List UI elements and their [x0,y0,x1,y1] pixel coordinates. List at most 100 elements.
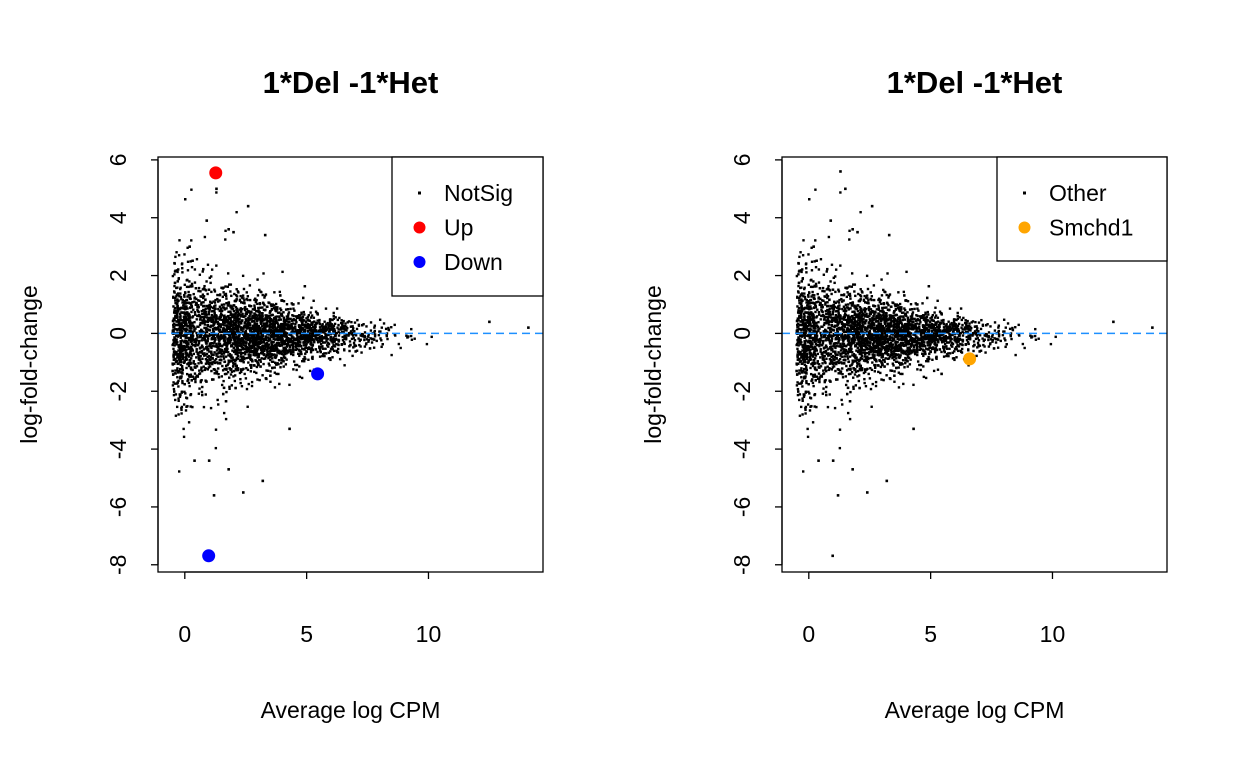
cloud-point [179,331,181,333]
cloud-point [225,297,227,299]
cloud-point [988,336,990,338]
cloud-point [186,342,188,344]
cloud-point [183,383,185,385]
cloud-point [248,383,250,385]
cloud-point [344,335,346,337]
cloud-point [214,307,216,309]
cloud-point [216,349,218,351]
cloud-point [358,325,360,327]
cloud-point [256,366,258,368]
cloud-point [219,358,221,360]
cloud-point [252,340,254,342]
cloud-point [284,347,286,349]
cloud-point [234,387,236,389]
cloud-point [277,329,279,331]
cloud-point [184,198,186,200]
cloud-point [185,299,187,301]
cloud-point [243,340,245,342]
cloud-point [213,289,215,291]
cloud-point [211,268,213,270]
cloud-point [815,266,817,268]
cloud-point [829,305,831,307]
cloud-point [896,361,898,363]
cloud-point [953,350,955,352]
cloud-point [356,319,358,321]
cloud-point [243,299,245,301]
cloud-point [275,308,277,310]
cloud-point [283,356,285,358]
cloud-point [310,342,312,344]
cloud-point [313,317,315,319]
cloud-point [206,356,208,358]
cloud-point [224,238,226,240]
y-tick-label: -8 [105,555,131,575]
cloud-point [394,334,396,336]
cloud-point [215,447,217,449]
cloud-point [265,344,267,346]
cloud-point [184,339,186,341]
cloud-point [937,317,939,319]
cloud-point [218,299,220,301]
cloud-point [192,315,194,317]
cloud-point [177,278,179,280]
cloud-point [269,370,271,372]
cloud-point [262,328,264,330]
cloud-point [203,285,205,287]
cloud-point [188,374,190,376]
cloud-point [297,302,299,304]
cloud-point [179,334,181,336]
cloud-point [998,335,1000,337]
cloud-point [213,313,215,315]
cloud-point [203,305,205,307]
cloud-point [238,349,240,351]
cloud-point [180,361,182,363]
cloud-point [276,342,278,344]
point-notsig [227,228,230,231]
cloud-point [206,328,208,330]
cloud-point [246,388,248,390]
cloud-point [919,369,921,371]
cloud-point [253,364,255,366]
cloud-point [191,369,193,371]
cloud-point [296,348,298,350]
cloud-point [847,357,849,359]
cloud-point [273,330,275,332]
cloud-point [175,251,177,253]
cloud-point [219,331,221,333]
cloud-point [208,304,210,306]
cloud-point [933,311,935,313]
cloud-point [193,339,195,341]
cloud-point [796,330,798,332]
cloud-point [278,383,280,385]
cloud-point [254,317,256,319]
cloud-point [190,239,192,241]
cloud-point [179,288,181,290]
cloud-point [363,339,365,341]
cloud-point [249,347,251,349]
cloud-point [817,321,819,323]
cloud-point [242,294,244,296]
y-tick-label: 2 [105,269,131,282]
cloud-point [181,271,183,273]
legend-label-notsig: NotSig [444,180,513,206]
cloud-point [288,384,290,386]
cloud-point [221,365,223,367]
cloud-point [893,381,895,383]
cloud-point [218,376,220,378]
cloud-point [373,326,375,328]
cloud-point [254,344,256,346]
cloud-point [280,362,282,364]
cloud-point [934,307,936,309]
cloud-point [849,355,851,357]
cloud-point [227,286,229,288]
cloud-point [183,317,185,319]
cloud-point [312,300,314,302]
cloud-point [181,406,183,408]
y-tick-label: -4 [729,439,755,460]
cloud-point [201,386,203,388]
cloud-point [199,347,201,349]
cloud-point [824,355,826,357]
point-up [209,166,222,179]
